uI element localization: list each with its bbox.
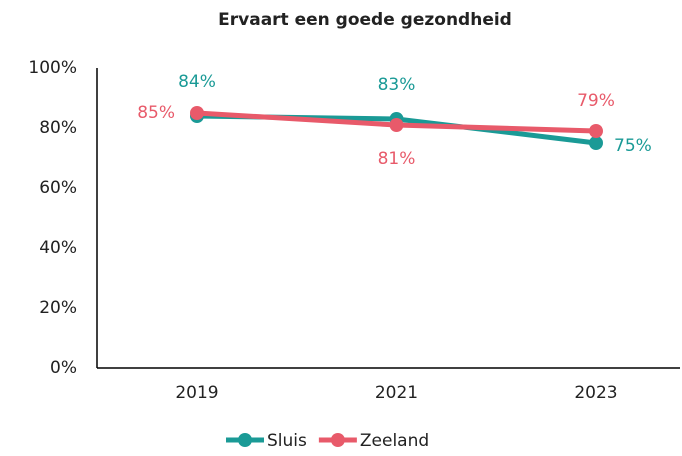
legend-marker (238, 433, 252, 447)
y-tick-label: 0% (50, 358, 77, 378)
x-tick-label: 2019 (175, 383, 218, 403)
data-label: 85% (137, 103, 175, 123)
x-tick-label: 2023 (574, 383, 617, 403)
data-label: 75% (614, 136, 652, 156)
point (389, 118, 404, 132)
x-tick-label: 2021 (375, 383, 418, 403)
y-tick-label: 80% (39, 118, 77, 138)
legend-marker (330, 433, 345, 447)
data-label: 81% (378, 149, 416, 169)
y-tick-label: 100% (28, 58, 77, 78)
point (589, 136, 603, 150)
legend-label: Zeeland (360, 431, 429, 451)
y-tick-label: 20% (39, 298, 77, 318)
data-label: 79% (577, 91, 615, 111)
data-label: 83% (378, 75, 416, 95)
chart-title: Ervaart een goede gezondheid (218, 10, 512, 30)
y-tick-label: 60% (39, 178, 77, 198)
point (589, 124, 603, 138)
y-tick-label: 40% (39, 238, 77, 258)
point (190, 106, 204, 120)
legend-label: Sluis (267, 431, 307, 451)
data-label: 84% (178, 72, 216, 92)
